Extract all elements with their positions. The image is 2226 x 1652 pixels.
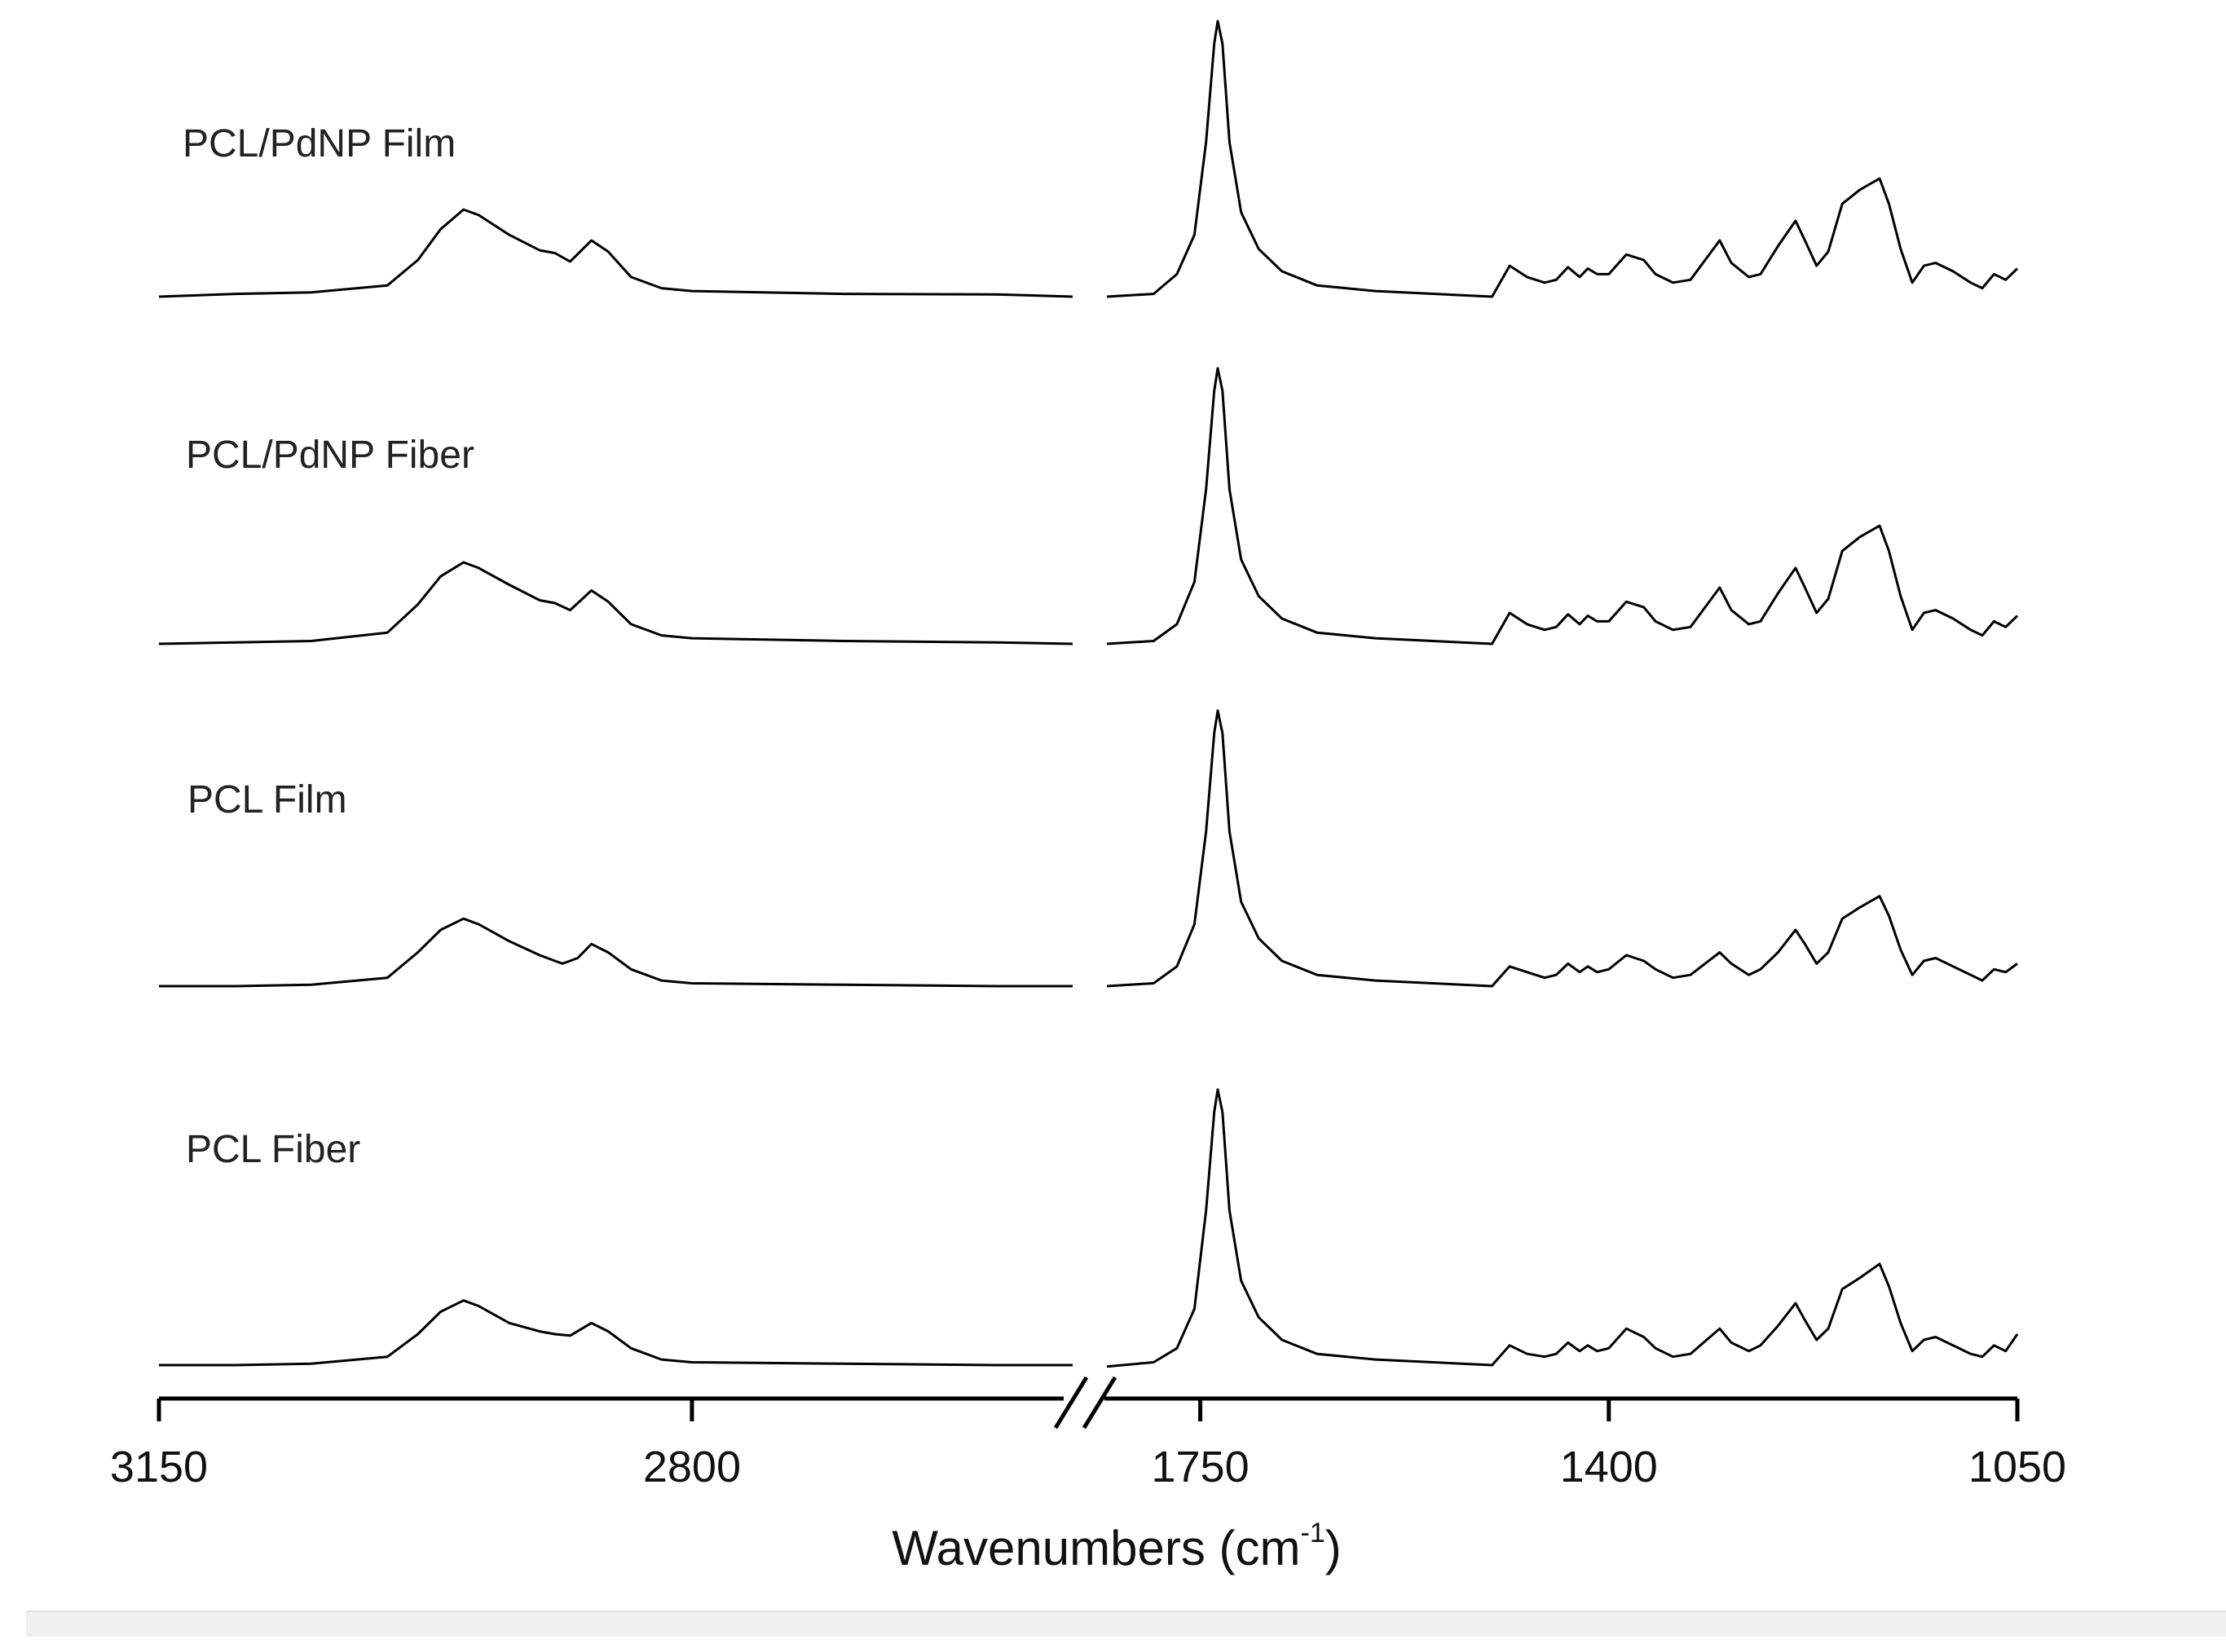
x-tick-label-1050: 1050 <box>1968 1443 2066 1491</box>
series-label-2: PCL/PdNP Fiber <box>186 434 474 477</box>
x-axis-title-close: ) <box>1325 1521 1342 1575</box>
spectrum-line-1-segment-2 <box>1106 20 2019 298</box>
x-tick-label-1400: 1400 <box>1560 1443 1658 1491</box>
x-tick-label-3150: 3150 <box>110 1443 208 1491</box>
x-axis-ticks: 3150 2800 1750 1400 1050 <box>110 1399 2066 1491</box>
axis-break-mark-right <box>1082 1376 1117 1430</box>
ftir-chart: PCL/PdNP Film PCL/PdNP Fiber PCL Film PCL F… <box>110 20 2066 1575</box>
spectrum-line-2-segment-1 <box>158 561 1073 645</box>
spectrum-line-3-segment-1 <box>159 917 1073 988</box>
series-label-3: PCL Film <box>187 778 347 822</box>
spectrum-line-4-segment-1 <box>159 1299 1073 1367</box>
footer-bar <box>26 1610 2226 1637</box>
spectrum-line-1-segment-1 <box>158 208 1073 298</box>
axis-break-mark-left <box>1053 1376 1089 1430</box>
series-label-4: PCL Fiber <box>186 1128 360 1171</box>
spectrum-line-2-segment-2 <box>1106 367 2019 645</box>
x-tick-label-1750: 1750 <box>1151 1443 1249 1491</box>
series-labels: PCL/PdNP Film PCL/PdNP Fiber PCL Film PCL F… <box>183 122 474 1171</box>
series-label-1: PCL/PdNP Film <box>183 122 456 165</box>
x-axis <box>159 1376 2017 1430</box>
x-axis-title-superscript: -1 <box>1301 1518 1325 1548</box>
x-tick-label-2800: 2800 <box>643 1443 741 1491</box>
x-axis-title-text: Wavenumbers (cm <box>892 1521 1300 1575</box>
series-layer <box>158 20 2019 1368</box>
spectrum-line-4-segment-2 <box>1106 1088 2019 1368</box>
spectrum-line-3-segment-2 <box>1106 709 2018 988</box>
x-axis-title: Wavenumbers (cm-1) <box>892 1518 1341 1575</box>
